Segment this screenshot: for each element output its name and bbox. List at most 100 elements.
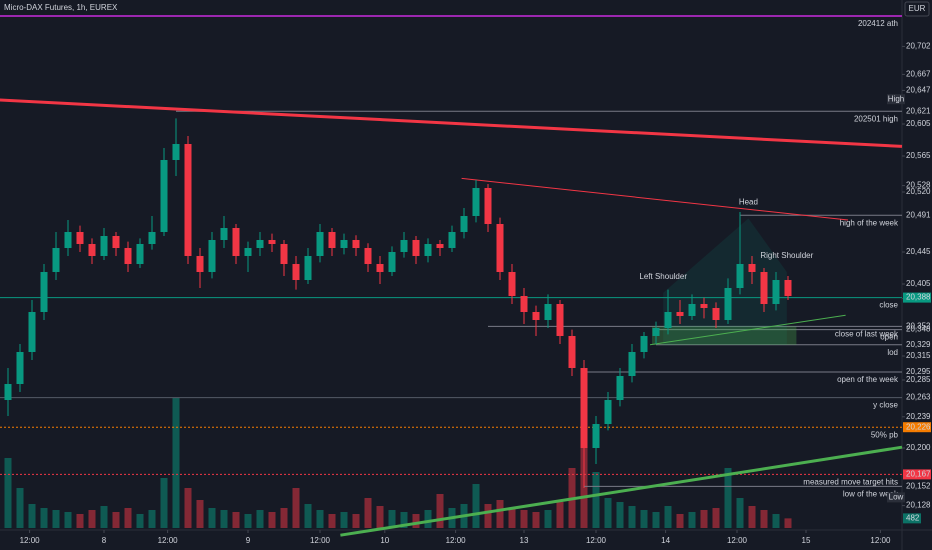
x-tick-label: 13 (520, 536, 529, 545)
volume-bar (760, 510, 768, 528)
price-tag-label: 20,263 (906, 393, 931, 402)
candle-body (352, 240, 360, 248)
candle-body (664, 312, 672, 328)
trendline (461, 177, 849, 221)
candle-body (760, 272, 768, 304)
volume-bar (100, 506, 108, 528)
candle-body (16, 352, 24, 384)
volume-bar (148, 510, 156, 528)
candle-body (580, 368, 588, 448)
level-label: 50% pb (871, 430, 899, 439)
volume-bar (172, 398, 180, 528)
candle-body (292, 264, 300, 280)
volume-bar (316, 510, 324, 528)
candle-body (220, 228, 228, 240)
candle-body (712, 308, 720, 320)
trendline (649, 314, 846, 346)
candle-body (172, 144, 180, 160)
volume-bar (700, 510, 708, 528)
volume-bar (160, 478, 168, 528)
price-tag-label: 20,226 (906, 422, 931, 431)
price-tag-label: 20,329 (906, 340, 931, 349)
volume-bar (652, 512, 660, 528)
level-label: low of the week (843, 490, 899, 499)
candle-body (136, 244, 144, 264)
volume-bar (28, 504, 36, 528)
y-tick-label: 20,200 (906, 443, 931, 452)
volume-bar (640, 510, 648, 528)
volume-bar (628, 506, 636, 528)
volume-bar (256, 510, 264, 528)
candle-body (340, 240, 348, 248)
volume-bar (712, 508, 720, 528)
chart-title: Micro-DAX Futures, 1h, EUREX (4, 3, 118, 12)
volume-bar (472, 484, 480, 528)
price-tag-label: 20,167 (906, 470, 931, 479)
candle-body (328, 232, 336, 248)
volume-bar (124, 508, 132, 528)
volume-bar (52, 510, 60, 528)
candle-body (76, 232, 84, 244)
volume-tag-label: 482 (906, 513, 920, 522)
volume-bar (280, 508, 288, 528)
candle-body (304, 256, 312, 280)
y-tick-label: 20,702 (906, 42, 931, 51)
price-tag-label: 20,621 (906, 106, 931, 115)
candle-body (508, 272, 516, 296)
price-tag (903, 469, 931, 480)
volume-bar (748, 506, 756, 528)
candle-body (436, 244, 444, 248)
volume-bar (532, 512, 540, 528)
tag-label: High (888, 94, 904, 103)
volume-bar (88, 510, 96, 528)
candle-body (568, 336, 576, 368)
price-tag-label: 20,352 (906, 322, 931, 331)
price-tag-label: 20,295 (906, 367, 931, 376)
candle-body (784, 280, 792, 296)
candle-body (700, 304, 708, 308)
candle-body (736, 264, 744, 288)
x-tick-label: 12:00 (310, 536, 331, 545)
candle-body (484, 188, 492, 224)
volume-bar (196, 500, 204, 528)
candle-body (40, 272, 48, 312)
candle-body (268, 240, 276, 244)
candle-body (64, 232, 72, 248)
candle-body (280, 244, 288, 264)
y-tick-label: 20,239 (906, 412, 931, 421)
candle-body (460, 216, 468, 232)
x-tick-label: 12:00 (158, 536, 179, 545)
candle-body (628, 352, 636, 376)
volume-bar (736, 498, 744, 528)
candle-body (184, 144, 192, 256)
candle-body (520, 296, 528, 312)
y-tick-label: 20,528 (906, 181, 931, 190)
volume-bar (436, 494, 444, 528)
candle-body (724, 288, 732, 320)
volume-bar (292, 488, 300, 528)
y-tick-label: 20,405 (906, 279, 931, 288)
candle-body (124, 248, 132, 264)
candle-body (232, 228, 240, 256)
price-tag-label: 20,388 (906, 293, 931, 302)
candle-body (160, 160, 168, 232)
volume-bar (424, 510, 432, 528)
zone (652, 326, 797, 345)
candle-body (148, 232, 156, 244)
candle-body (244, 248, 252, 256)
y-tick-label: 20,565 (906, 151, 931, 160)
volume-bar (664, 506, 672, 528)
y-tick-label: 20,445 (906, 247, 931, 256)
price-axis (902, 0, 932, 550)
candle-body (100, 236, 108, 256)
price-tag-label: 20,491 (906, 210, 931, 219)
candle-body (472, 188, 480, 216)
volume-bar (400, 512, 408, 528)
volume-bar (364, 498, 372, 528)
candle-body (4, 384, 12, 400)
x-tick-label: 12:00 (20, 536, 41, 545)
candle-body (88, 244, 96, 256)
currency-button[interactable] (904, 1, 930, 17)
